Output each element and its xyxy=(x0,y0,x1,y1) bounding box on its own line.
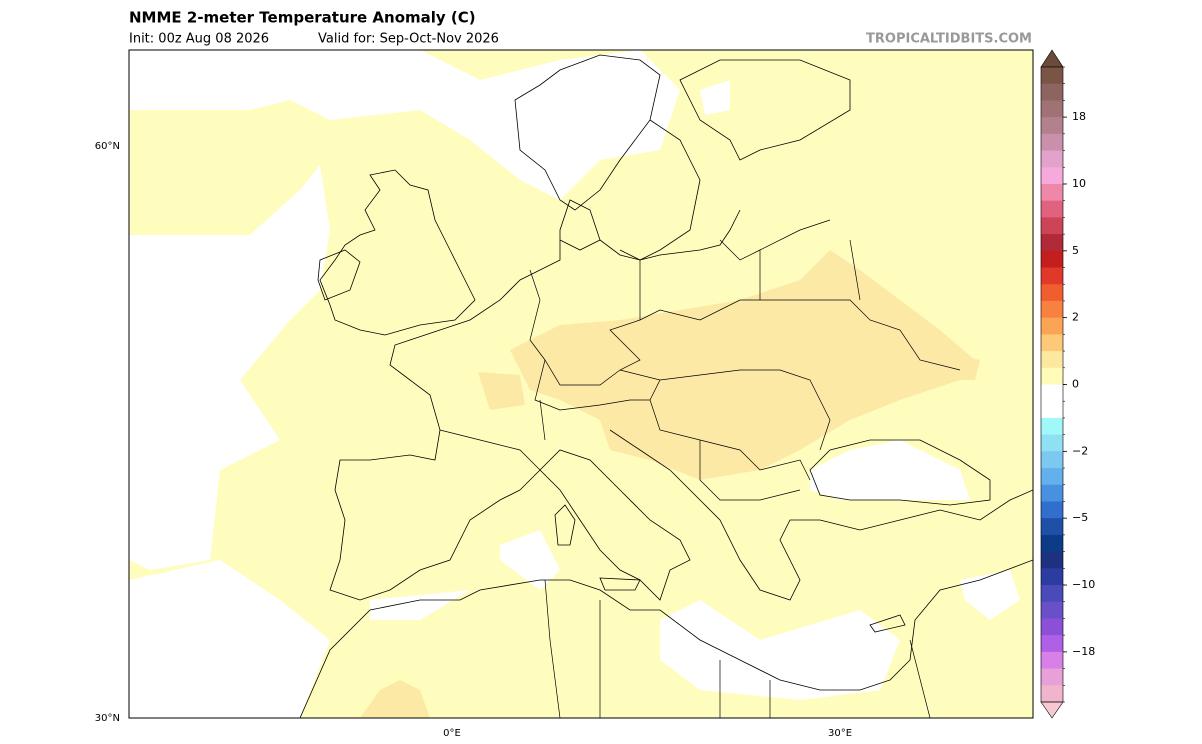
colorbar-tick-label: −10 xyxy=(1072,578,1095,591)
neutral-areas xyxy=(129,50,1020,718)
colorbar-segment xyxy=(1041,117,1063,135)
colorbar-segment xyxy=(1041,534,1063,553)
colorbar-segment xyxy=(1041,601,1063,619)
colorbar-extend-bottom xyxy=(1040,701,1064,719)
colorbar-segment xyxy=(1041,100,1063,118)
colorbar-tick-label: −5 xyxy=(1072,511,1088,524)
colorbar-segment xyxy=(1041,568,1063,586)
colorbar-segment xyxy=(1041,267,1063,285)
colorbar-tick-label: −2 xyxy=(1072,444,1088,457)
lat-label: 60°N xyxy=(95,141,120,152)
colorbar-segment xyxy=(1041,167,1063,185)
colorbar-segment xyxy=(1041,133,1063,151)
colorbar-segment xyxy=(1041,401,1063,419)
colorbar-segment xyxy=(1041,417,1063,436)
colorbar-tick-label: −18 xyxy=(1072,645,1095,658)
colorbar-segment xyxy=(1041,451,1063,469)
colorbar-segment xyxy=(1041,484,1063,502)
valid-time: Valid for: Sep-Oct-Nov 2026 xyxy=(318,32,499,47)
colorbar-tick-label: 5 xyxy=(1072,244,1079,257)
colorbar-segment xyxy=(1041,468,1063,486)
warm-areas xyxy=(360,250,980,718)
colorbar-segment xyxy=(1041,67,1063,85)
colorbar-extend-top xyxy=(1040,49,1064,68)
colorbar-tick-label: 2 xyxy=(1072,311,1079,324)
lat-label: 30°N xyxy=(95,713,120,724)
credit: TROPICALTIDBITS.COM xyxy=(866,32,1032,47)
colorbar-segment xyxy=(1041,685,1063,703)
colorbar-segment xyxy=(1041,501,1063,519)
map: 60°N 30°N 0°E 30°E xyxy=(95,49,1034,739)
borders xyxy=(439,219,961,718)
colorbar-segment xyxy=(1041,317,1063,335)
colorbar-tick-label: 10 xyxy=(1072,177,1086,190)
colorbar-segment xyxy=(1041,384,1063,402)
colorbar-segment xyxy=(1041,434,1063,452)
colorbar-segment xyxy=(1041,618,1063,636)
colorbar-segment xyxy=(1041,585,1063,603)
colorbar-segment xyxy=(1041,183,1063,202)
colorbar-segment xyxy=(1041,351,1063,369)
colorbar-segment xyxy=(1041,668,1063,686)
colorbar-segment xyxy=(1041,83,1063,101)
colorbar-segment xyxy=(1041,334,1063,352)
init-time: Init: 00z Aug 08 2026 xyxy=(129,32,269,47)
colorbar-segment xyxy=(1041,300,1063,319)
colorbar-segment xyxy=(1041,635,1063,653)
title: NMME 2-meter Temperature Anomaly (C) xyxy=(129,9,476,27)
colorbar-segment xyxy=(1041,250,1063,268)
colorbar-segment xyxy=(1041,217,1063,235)
colorbar-segment xyxy=(1041,518,1063,536)
colorbar-segment xyxy=(1041,367,1063,385)
lon-label: 30°E xyxy=(828,728,852,739)
colorbar-segment xyxy=(1041,551,1063,569)
colorbar-tick-label: 18 xyxy=(1072,110,1086,123)
colorbar-segment xyxy=(1041,234,1063,252)
colorbar: 18 10 5 2 0 −2 −5 −10 −18 xyxy=(1040,49,1095,719)
colorbar-segment xyxy=(1041,284,1063,302)
colorbar-segment xyxy=(1041,651,1063,669)
lon-label: 0°E xyxy=(443,728,461,739)
coastlines xyxy=(299,54,1033,718)
colorbar-tick-label: 0 xyxy=(1072,378,1079,391)
colorbar-segment xyxy=(1041,200,1063,218)
colorbar-segment xyxy=(1041,150,1063,168)
map-frame xyxy=(128,49,1034,719)
